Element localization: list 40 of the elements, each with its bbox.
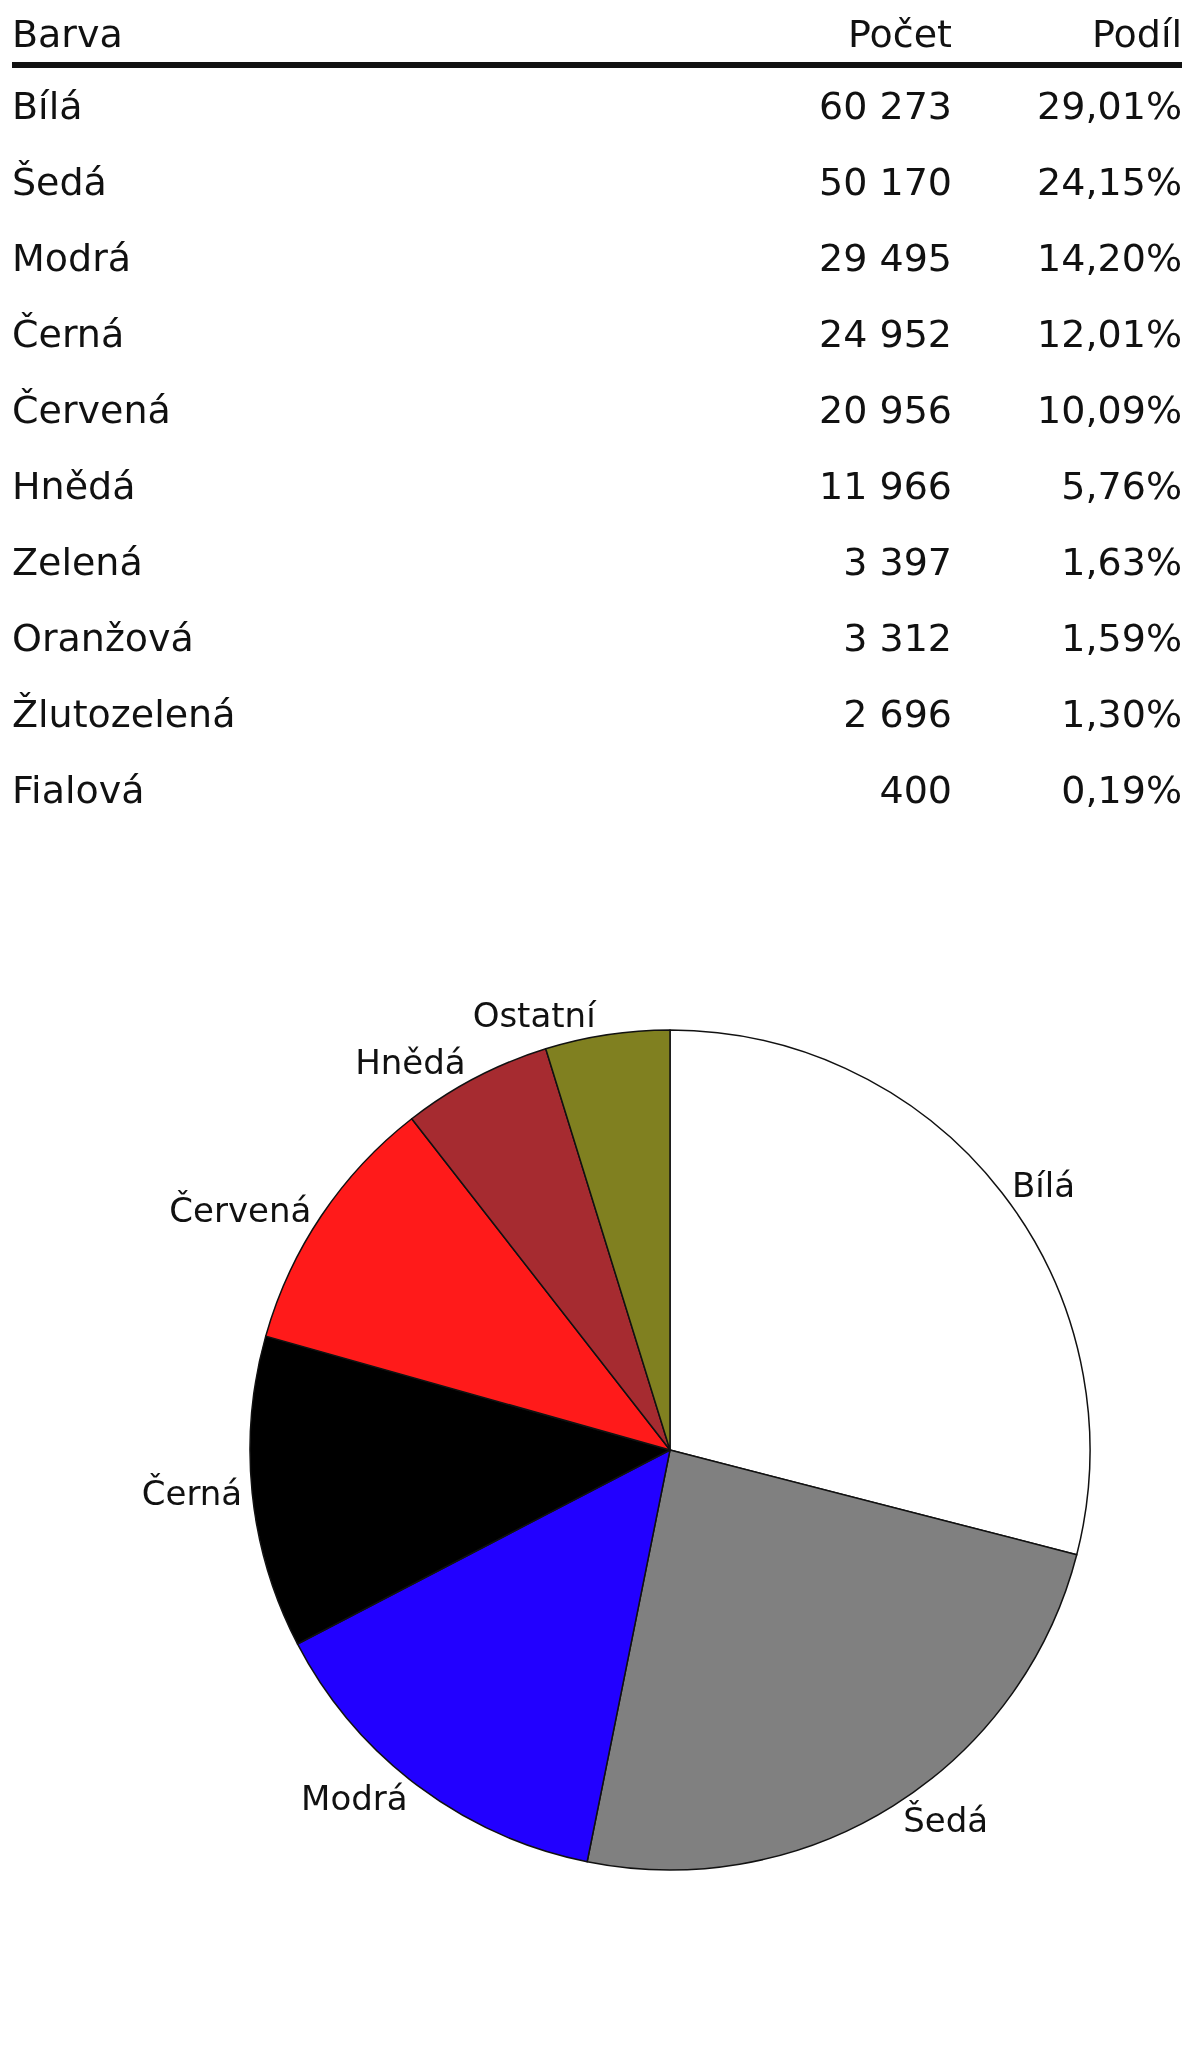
data-label: 50 170 — [818, 159, 952, 206]
data-label: 11 966 — [818, 463, 952, 510]
data-label: 60 273 — [818, 83, 952, 130]
category-label: Černá — [12, 311, 126, 358]
data-label: 1,63% — [1060, 539, 1182, 586]
slice-label: Modrá — [301, 1778, 408, 1819]
data-label: 29 495 — [818, 235, 952, 282]
category-label: Červená — [12, 387, 172, 434]
data-label: 20 956 — [818, 387, 952, 434]
category-label: Bílá — [12, 83, 84, 130]
data-label: 14,20% — [1036, 235, 1182, 282]
slice-label: Červená — [169, 1189, 312, 1230]
category-label: Žlutozelená — [12, 691, 237, 738]
data-label: 400 — [878, 767, 952, 814]
data-label: 24,15% — [1036, 159, 1182, 206]
data-label: 5,76% — [1060, 463, 1182, 510]
slice-label: Černá — [141, 1473, 243, 1514]
category-label: Šedá — [12, 159, 108, 206]
category-label: Modrá — [12, 235, 133, 282]
text: Počet — [652, 8, 952, 65]
data-label: 1,30% — [1060, 691, 1182, 738]
slice-label: Ostatní — [472, 995, 598, 1036]
data-label: 24 952 — [818, 311, 952, 358]
category-label: Oranžová — [12, 615, 195, 662]
data-label: 10,09% — [1036, 387, 1182, 434]
data-label: 3 397 — [842, 539, 952, 586]
slice-label: Šedá — [903, 1800, 989, 1841]
text: Barva — [12, 8, 652, 65]
data-label: 29,01% — [1036, 83, 1182, 130]
data-label: 2 696 — [842, 691, 952, 738]
data-label: 12,01% — [1036, 311, 1182, 358]
slice-label: Bílá — [1011, 1165, 1076, 1206]
slice-label: Hnědá — [355, 1042, 466, 1082]
data-label: 0,19% — [1060, 767, 1182, 814]
data-label: 3 312 — [842, 615, 952, 662]
category-label: Zelená — [12, 539, 144, 586]
category-label: Hnědá — [12, 463, 137, 510]
category-label: Fialová — [12, 767, 146, 814]
data-label: 1,59% — [1060, 615, 1182, 662]
text: Podíl — [952, 8, 1182, 65]
